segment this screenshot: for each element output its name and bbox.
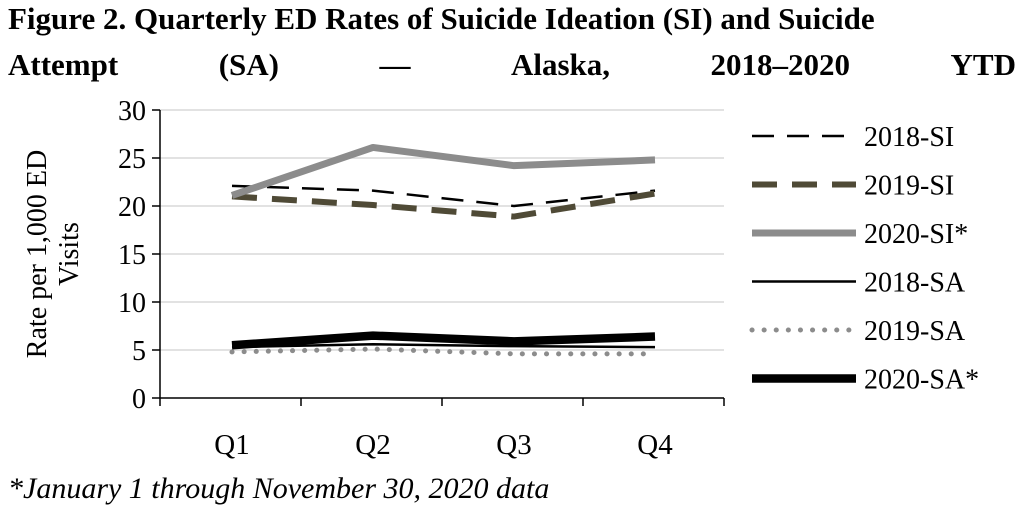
chart-title-line-2: Attempt (SA) — Alaska, 2018–2020 YTD — [8, 48, 1016, 82]
legend-label: 2020-SI* — [864, 219, 968, 250]
legend-label: 2020-SA* — [864, 365, 979, 396]
title-word: Attempt — [8, 47, 119, 82]
x-tick-label: Q4 — [637, 429, 673, 461]
chart-title-line-1: Figure 2. Quarterly ED Rates of Suicide … — [8, 1, 875, 36]
y-axis-label-line: Visits — [54, 222, 85, 286]
series-line-2020-sa- — [231, 331, 656, 350]
x-tick-label: Q2 — [355, 429, 390, 461]
y-tick-label: 15 — [118, 240, 146, 271]
y-axis-label-line: Rate per 1,000 ED — [22, 150, 53, 358]
title-word: Alaska, — [510, 47, 611, 82]
title-word: (SA) — [218, 47, 279, 82]
title-word: 2018–2020 — [710, 47, 851, 82]
legend-label: 2018-SI — [864, 122, 954, 153]
gridlines — [160, 109, 724, 351]
x-tick-label: Q3 — [496, 429, 531, 461]
series-line-2019-si — [231, 190, 656, 220]
y-tick-label: 20 — [118, 192, 146, 223]
y-tick-label: 30 — [118, 96, 146, 127]
footnote: *January 1 through November 30, 2020 dat… — [8, 472, 550, 505]
y-tick-label: 5 — [132, 336, 146, 367]
series-line-2019-sa — [229, 346, 658, 357]
y-tick-label: 10 — [118, 288, 146, 319]
legend: 2018-SI 2019-SI 2020-SI* 2018-SA 2019-SA 2020… — [749, 122, 979, 396]
legend-label: 2019-SI — [864, 171, 954, 202]
y-tick-label: 25 — [118, 144, 146, 175]
x-tick-label: Q1 — [214, 429, 249, 461]
legend-label: 2019-SA — [864, 316, 966, 347]
series-line-2018-si — [231, 184, 656, 208]
y-axis-label: Rate per 1,000 EDVisits — [22, 150, 85, 358]
series-lines — [229, 143, 658, 357]
series-line-2018-sa — [231, 342, 656, 349]
title-word: — — [379, 47, 411, 82]
title-word: YTD — [950, 47, 1016, 82]
axes: 0 5 10 15 20 25 30 Q1 Q2 Q3 Q4 Rate per 1,000 EDVis… — [22, 96, 725, 461]
legend-label: 2018-SA — [864, 268, 966, 299]
y-tick-label: 0 — [132, 384, 146, 415]
series-line-2020-si- — [230, 143, 656, 199]
